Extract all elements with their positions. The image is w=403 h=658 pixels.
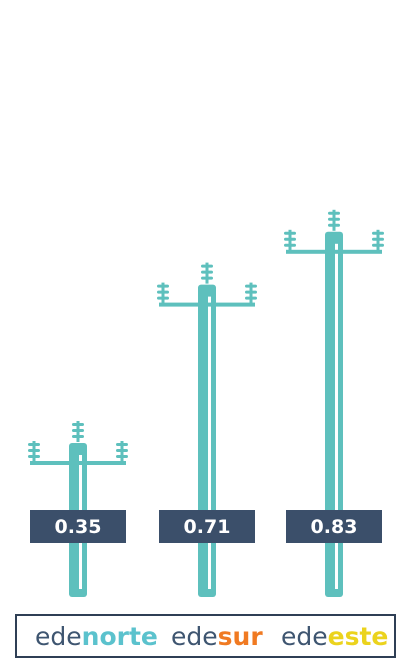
insulator-left-edesur (157, 282, 169, 304)
legend-edeeste-suffix: este (327, 622, 389, 651)
legend-edenorte: edenorte (35, 623, 158, 651)
legend-edenorte-prefix: ede (35, 622, 82, 651)
value-label-bg-edeeste (286, 510, 382, 543)
insulator-right-edesur (245, 282, 257, 304)
value-label-edesur: 0.71 (184, 516, 231, 538)
value-label-edeeste: 0.83 (311, 516, 358, 538)
legend-edenorte-suffix: norte (81, 622, 158, 651)
pole-edesur (198, 284, 216, 597)
crossarm-edesur (159, 302, 255, 307)
legend-edeeste-prefix: ede (281, 622, 328, 651)
legend-edesur: edesur (171, 623, 263, 651)
insulator-left-edenorte (28, 441, 40, 462)
value-label-bg-edenorte (30, 510, 126, 543)
insulator-top-edenorte (72, 421, 84, 442)
insulator-top-edesur (201, 262, 213, 284)
legend-edesur-suffix: sur (217, 622, 263, 651)
crossarm-edenorte (30, 461, 126, 465)
legend-edesur-prefix: ede (171, 622, 218, 651)
insulator-right-edeeste (372, 229, 384, 251)
insulator-right-edenorte (116, 441, 128, 462)
value-label-bg-edesur (159, 510, 255, 543)
pole-edeeste (325, 231, 343, 598)
insulator-top-edeeste (328, 209, 340, 231)
pole-highlight-edeeste (335, 243, 338, 590)
pole-highlight-edesur (208, 296, 211, 589)
legend-edeeste: edeeste (281, 623, 388, 651)
insulator-left-edeeste (284, 229, 296, 251)
value-label-edenorte: 0.35 (55, 516, 102, 538)
crossarm-edeeste (286, 249, 382, 254)
company-legend: edenorte edesur edeeste (15, 614, 396, 658)
